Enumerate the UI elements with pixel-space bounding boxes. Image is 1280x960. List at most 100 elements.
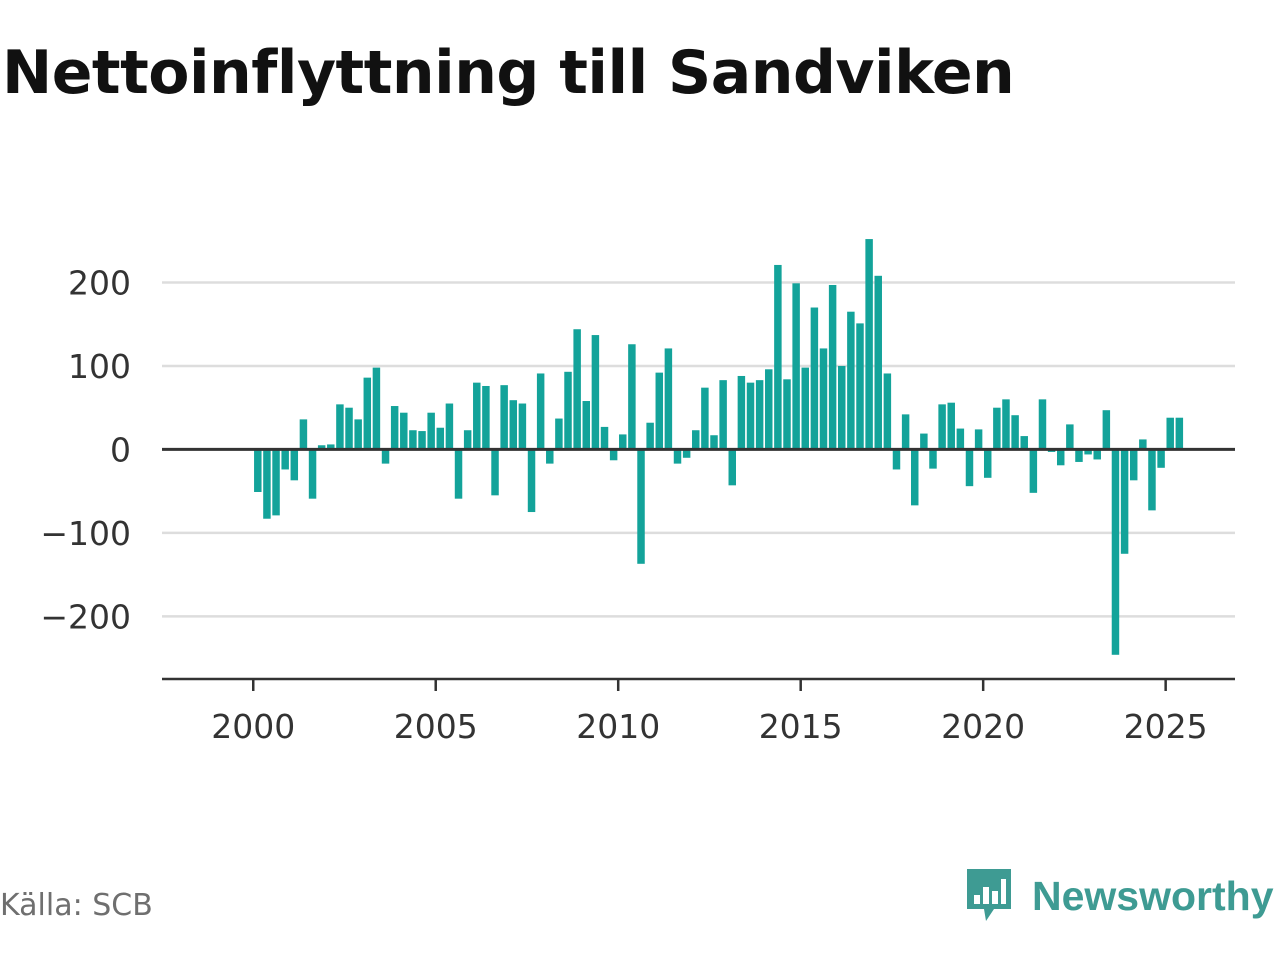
bar (874, 275, 882, 450)
bar (591, 335, 600, 450)
bar (463, 430, 472, 450)
bar (892, 449, 901, 470)
bar (947, 402, 955, 450)
bar (409, 430, 417, 450)
bar (628, 344, 636, 450)
bar (682, 449, 691, 458)
bar (974, 429, 983, 450)
bar (983, 449, 992, 478)
bar (390, 406, 399, 450)
bar (317, 445, 326, 450)
x-tick-label: 2005 (394, 707, 478, 746)
page-title: Nettoinflyttning till Sandviken (2, 38, 1015, 108)
y-tick-label: −200 (40, 597, 131, 636)
bar (956, 428, 965, 450)
bar (600, 426, 609, 450)
bar (272, 449, 280, 516)
x-axis-ticks: 2000 2005 2010 2015 2020 2025 (211, 679, 1208, 746)
bar (710, 435, 718, 450)
bar (327, 444, 335, 450)
bar (774, 264, 782, 450)
bar (518, 403, 527, 450)
bar (847, 311, 855, 450)
bar (454, 449, 463, 499)
bar (473, 382, 481, 450)
bar (546, 449, 554, 464)
bar (1029, 449, 1038, 493)
bar (281, 449, 289, 470)
bar (564, 371, 572, 450)
bar (1093, 449, 1101, 460)
bar (336, 404, 344, 450)
bar-series (254, 239, 1184, 655)
bar (418, 431, 426, 450)
x-tick-label: 2010 (576, 707, 660, 746)
bar (810, 307, 819, 450)
bar (692, 430, 700, 450)
bar (555, 418, 563, 450)
y-tick-label: 100 (68, 347, 131, 386)
bar (582, 401, 591, 450)
bar (308, 449, 317, 499)
bar (536, 373, 545, 450)
bar (920, 433, 928, 450)
bar (828, 284, 837, 450)
bar (755, 380, 764, 450)
bar (929, 449, 937, 469)
newsworthy-logo-icon (967, 869, 1011, 921)
brand-logo: Newsworthy (964, 864, 1274, 928)
bar (1139, 439, 1147, 450)
y-axis-tick-labels: −200 −100 0 100 200 (40, 263, 131, 636)
bar (801, 367, 809, 450)
bar (1011, 415, 1019, 450)
bar (1175, 417, 1184, 450)
bar (381, 449, 390, 464)
bar (719, 380, 727, 450)
bar (1166, 417, 1174, 450)
bar (673, 449, 682, 464)
bar (1066, 424, 1074, 450)
grid-lines (162, 281, 1235, 618)
y-tick-label: 0 (110, 430, 131, 469)
bar (965, 449, 974, 487)
bar (856, 323, 864, 450)
bar (819, 348, 828, 450)
bar (372, 367, 381, 450)
y-tick-label: 200 (68, 263, 131, 302)
bar (400, 412, 408, 450)
bar (646, 422, 654, 450)
y-tick-label: −100 (40, 514, 131, 553)
bar (737, 375, 746, 450)
bar (783, 379, 791, 450)
bar (609, 449, 618, 461)
bar (299, 419, 308, 450)
bar (509, 400, 518, 450)
bar (901, 414, 910, 450)
bar (1075, 449, 1083, 462)
bar (482, 385, 490, 450)
bar (1120, 449, 1129, 554)
bar (354, 419, 362, 450)
bar (263, 449, 271, 519)
bar (290, 449, 299, 481)
bar (883, 373, 892, 450)
bar (728, 449, 736, 486)
bar (701, 387, 709, 450)
bar (1111, 449, 1120, 655)
bar (254, 449, 262, 492)
bar (792, 283, 800, 450)
bar (363, 377, 372, 450)
bar (619, 434, 627, 450)
bar (1020, 436, 1028, 450)
bar (1038, 399, 1047, 450)
bar (993, 407, 1001, 450)
x-tick-label: 2020 (941, 707, 1025, 746)
x-tick-label: 2000 (211, 707, 295, 746)
bar (1157, 449, 1165, 468)
bar (746, 382, 755, 450)
bar (637, 449, 645, 564)
bar (491, 449, 499, 496)
bar (1084, 449, 1092, 455)
bar (573, 329, 581, 450)
